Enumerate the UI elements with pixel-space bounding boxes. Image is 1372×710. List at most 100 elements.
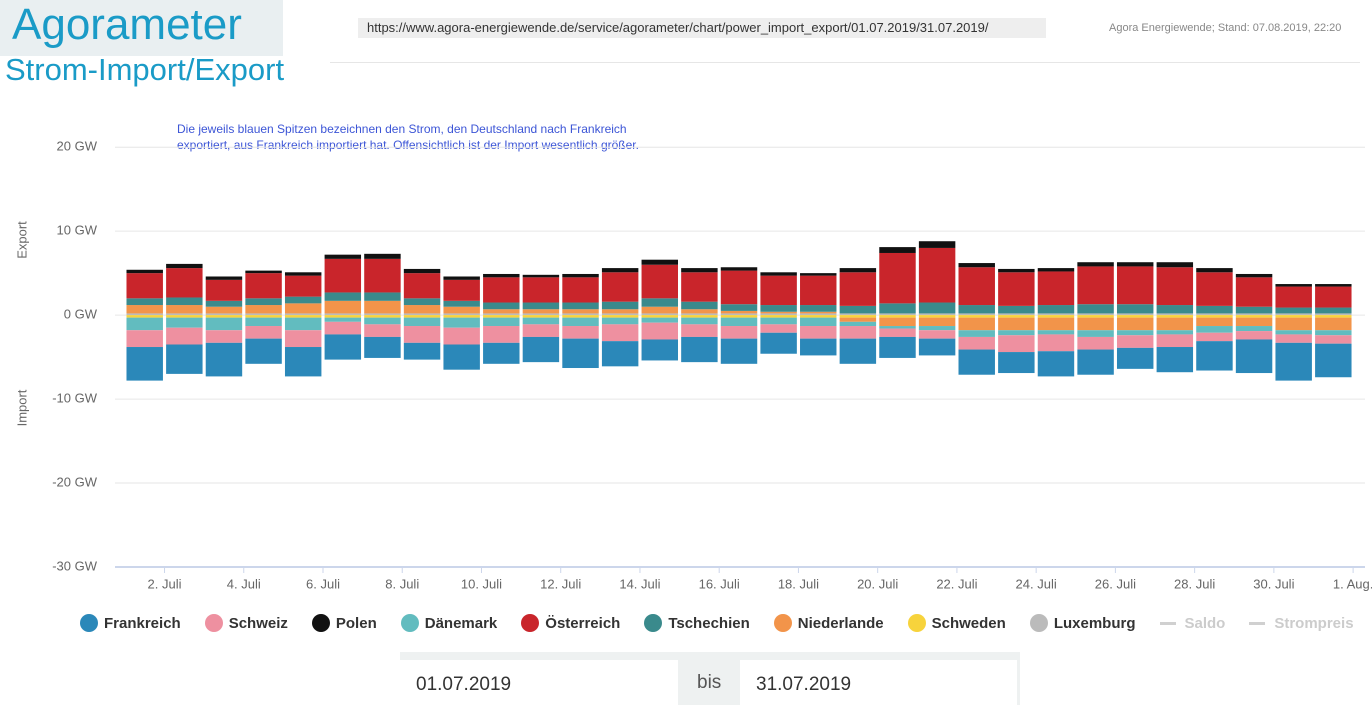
bar-segment [1156, 334, 1194, 348]
legend-item[interactable]: Schweiz [204, 614, 288, 632]
bar-segment [839, 326, 877, 339]
bar-segment [483, 317, 520, 327]
legend-marker [907, 614, 926, 632]
bar-segment [1235, 273, 1273, 278]
bar-segment [245, 313, 282, 316]
bar-segment [760, 311, 797, 314]
x-tick-label: 30. Juli [1253, 576, 1294, 591]
bar-segment [839, 315, 877, 318]
bar-segment [1037, 271, 1075, 306]
bar-segment [483, 273, 520, 278]
bar-segment [245, 326, 282, 339]
bar-segment [166, 263, 203, 269]
bar-segment [126, 315, 163, 318]
bar-segment [562, 317, 599, 327]
bar-segment [364, 258, 401, 293]
bar-segment [1235, 326, 1273, 332]
bar-segment [1037, 305, 1075, 314]
bar-segment [403, 313, 441, 316]
bar-segment [166, 297, 203, 306]
date-to[interactable]: 31.07.2019 [740, 660, 1017, 705]
bar-segment [800, 326, 837, 339]
bar-segment [205, 300, 243, 307]
legend-item[interactable]: Österreich [521, 614, 620, 632]
legend-label: Saldo [1184, 614, 1226, 632]
bar-segment [403, 268, 441, 274]
bar-segment [641, 259, 678, 265]
bar-segment [760, 272, 797, 276]
bar-segment [284, 303, 322, 314]
bar-segment [918, 247, 956, 303]
bar-segment [601, 317, 639, 325]
legend-item[interactable]: Schweden [907, 614, 1006, 632]
bar-segment [562, 313, 599, 316]
bar-segment [522, 336, 560, 363]
bar-segment [522, 313, 560, 316]
bar-segment [324, 321, 362, 335]
legend: Frankreich Schweiz Polen Dänemark Österreich… [80, 614, 1372, 632]
legend-item[interactable]: Dänemark [400, 614, 497, 632]
url-bar[interactable]: https://www.agora-energiewende.de/servic… [358, 18, 1046, 38]
x-tick-label: 22. Juli [936, 576, 977, 591]
bar-segment [324, 258, 362, 293]
bar-segment [998, 330, 1035, 336]
bar-segment [879, 315, 916, 318]
legend-item[interactable]: Frankreich [80, 614, 181, 632]
bar-segment [918, 338, 956, 356]
bar-segment [998, 317, 1035, 331]
legend-label: Luxemburg [1053, 614, 1136, 632]
bar-segment [1235, 315, 1273, 318]
bar-segment [641, 306, 678, 314]
bar-segment [324, 317, 362, 322]
bar-segment [1077, 304, 1114, 314]
bar-segment [1196, 305, 1233, 314]
bar-segment [205, 279, 243, 301]
x-tick-label: 14. Juli [619, 576, 660, 591]
bar-segment [1037, 351, 1075, 377]
bar-segment [1315, 315, 1352, 318]
bar-segment [641, 264, 678, 299]
bar-segment [364, 317, 401, 325]
bar-segment [998, 268, 1035, 273]
bar-segment [562, 338, 599, 369]
bar-segment [998, 305, 1035, 314]
bar-segment [958, 315, 995, 318]
bar-segment [918, 313, 956, 316]
bar-segment [403, 326, 441, 343]
legend-item[interactable]: Saldo [1159, 614, 1226, 632]
bar-segment [1196, 332, 1233, 342]
bar-segment [681, 313, 718, 316]
legend-item[interactable]: Luxemburg [1029, 614, 1136, 632]
bar-segment [681, 272, 718, 302]
bar-segment [166, 313, 203, 316]
bar-segment [601, 315, 639, 318]
bar-segment [1275, 330, 1312, 335]
bar-segment [1116, 266, 1154, 305]
bar-segment [800, 338, 837, 356]
bar-segment [205, 276, 243, 280]
x-tick-label: 8. Juli [385, 576, 419, 591]
bar-segment [918, 241, 956, 248]
bar-segment [364, 313, 401, 316]
bar-segment [483, 277, 520, 303]
legend-item[interactable]: Niederlande [773, 614, 884, 632]
bar-segment [958, 313, 995, 316]
bar-segment [681, 336, 718, 363]
bar-segment [1037, 334, 1075, 352]
bar-segment [1315, 313, 1352, 316]
bar-segment [205, 315, 243, 318]
bar-segment [364, 253, 401, 259]
legend-item[interactable]: Tschechien [644, 614, 750, 632]
bar-segment [522, 315, 560, 318]
y-tick-label: 0 GW [64, 307, 98, 322]
date-from[interactable]: 01.07.2019 [400, 660, 678, 705]
bar-segment [1275, 334, 1312, 343]
bar-segment [681, 324, 718, 337]
legend-item[interactable]: Strompreis [1249, 614, 1354, 632]
bar-segment [126, 313, 163, 316]
legend-marker [400, 614, 419, 632]
legend-item[interactable]: Polen [311, 614, 377, 632]
bar-segment [1037, 268, 1075, 272]
bar-segment [1116, 335, 1154, 348]
bar-segment [879, 336, 916, 358]
